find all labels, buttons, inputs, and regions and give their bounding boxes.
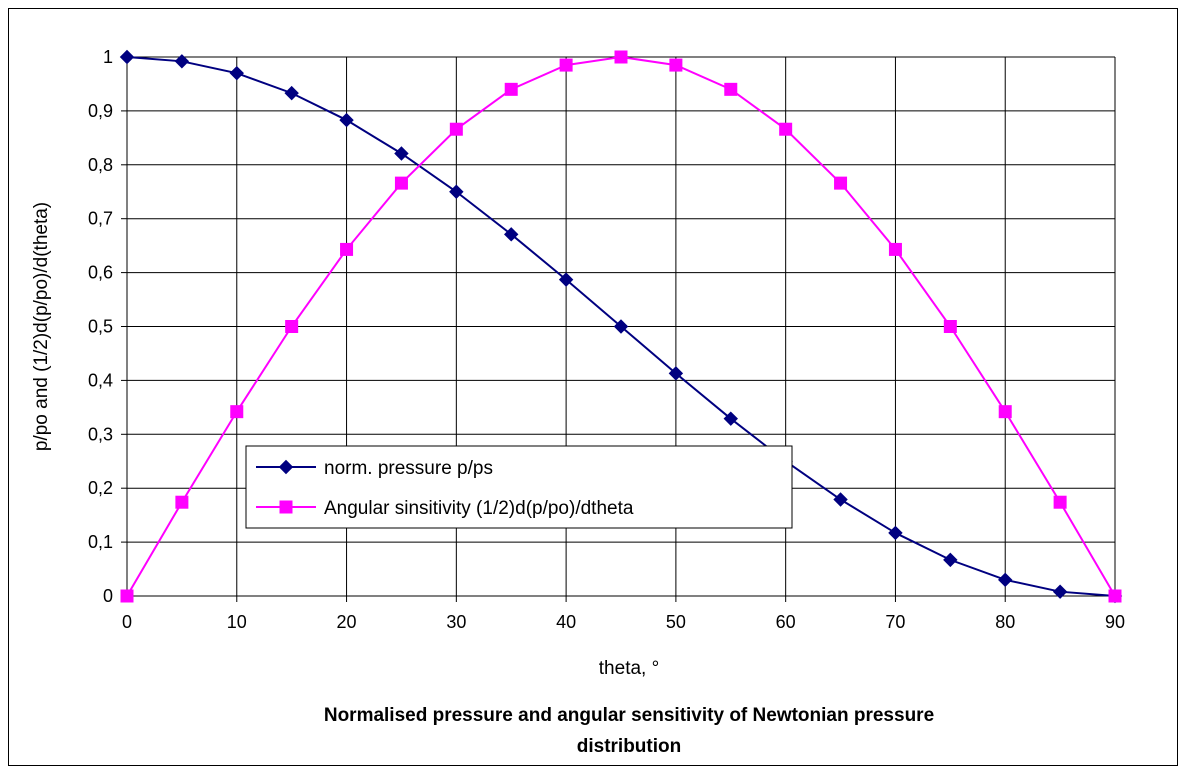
data-point — [559, 58, 573, 72]
y-tick-label: 0,4 — [88, 370, 113, 390]
chart-title-line-1: Normalised pressure and angular sensitiv… — [324, 705, 934, 726]
data-point — [175, 495, 189, 509]
data-point — [888, 242, 902, 256]
data-point — [284, 85, 299, 101]
y-tick-label: 0,1 — [88, 532, 113, 552]
y-axis-title: p/po and (1/2)d(p/po)/d(theta) — [31, 202, 52, 451]
data-point — [614, 50, 628, 64]
data-point — [504, 82, 518, 96]
x-tick-label: 0 — [122, 612, 132, 632]
y-tick-label: 0 — [103, 586, 113, 606]
legend-swatch-marker — [278, 459, 294, 475]
series-1 — [119, 49, 1123, 604]
data-point — [504, 227, 519, 242]
data-point — [1052, 584, 1068, 599]
x-tick-label: 10 — [227, 612, 247, 632]
x-tick-label: 60 — [776, 612, 796, 632]
data-point — [449, 122, 463, 136]
data-point — [668, 366, 684, 381]
data-point — [998, 405, 1012, 419]
data-point — [119, 49, 135, 65]
legend: norm. pressure p/ps Angular sinsitivity (… — [245, 445, 793, 529]
y-tick-label: 0,7 — [88, 209, 113, 229]
x-tick-label: 40 — [556, 612, 576, 632]
data-point — [174, 54, 190, 69]
data-point — [449, 184, 464, 199]
data-point — [229, 65, 244, 81]
data-point — [339, 112, 354, 128]
y-tick-label: 0,6 — [88, 263, 113, 283]
legend-label: Angular sinsitivity (1/2)d(p/po)/dtheta — [324, 498, 634, 519]
data-point — [394, 146, 409, 161]
data-point — [669, 58, 683, 72]
y-tick-label: 0,5 — [88, 317, 113, 337]
data-point — [285, 320, 299, 333]
data-point — [943, 552, 958, 568]
data-point — [558, 272, 574, 287]
data-point — [723, 411, 738, 426]
y-tick-label: 0,8 — [88, 155, 113, 175]
data-point — [230, 405, 244, 419]
x-tick-label: 80 — [995, 612, 1015, 632]
data-point — [834, 176, 848, 190]
data-point — [1108, 589, 1122, 603]
legend-swatch-marker — [279, 500, 293, 514]
data-point — [943, 320, 957, 333]
legend-box — [245, 445, 793, 529]
data-point — [613, 319, 629, 334]
x-tick-label: 30 — [446, 612, 466, 632]
x-axis-title: theta, ° — [599, 658, 659, 679]
data-point — [779, 122, 793, 136]
x-tick-label: 50 — [666, 612, 686, 632]
legend-label: norm. pressure p/ps — [324, 458, 493, 479]
y-tick-label: 0,3 — [88, 424, 113, 444]
y-tick-label: 1 — [103, 47, 113, 67]
x-tick-label: 90 — [1105, 612, 1125, 632]
chart-frame: 0 0,1 0,2 0,3 0,4 0,5 0,6 0,7 0,8 0,9 1 0 10 20 30 40 50… — [8, 8, 1178, 766]
data-point — [394, 176, 408, 190]
data-point — [120, 589, 134, 603]
data-point — [833, 492, 848, 507]
data-point — [1053, 495, 1067, 509]
axes: 00,10,20,30,40,50,60,70,80,910 10 20 30 40 50… — [88, 47, 1125, 632]
data-point — [888, 525, 903, 541]
series-2 — [120, 50, 1122, 603]
x-tick-label: 20 — [337, 612, 357, 632]
y-tick-label: 0,2 — [88, 478, 113, 498]
data-point — [340, 242, 354, 256]
data-point — [998, 572, 1013, 588]
x-tick-label: 70 — [885, 612, 905, 632]
data-point — [724, 82, 738, 96]
chart-title-line-2: distribution — [577, 736, 681, 757]
series-layer — [119, 49, 1123, 604]
line-chart: 00,10,20,30,40,50,60,70,80,910 10 20 30 40 50… — [31, 47, 1125, 757]
y-tick-label: 0,9 — [88, 101, 113, 121]
